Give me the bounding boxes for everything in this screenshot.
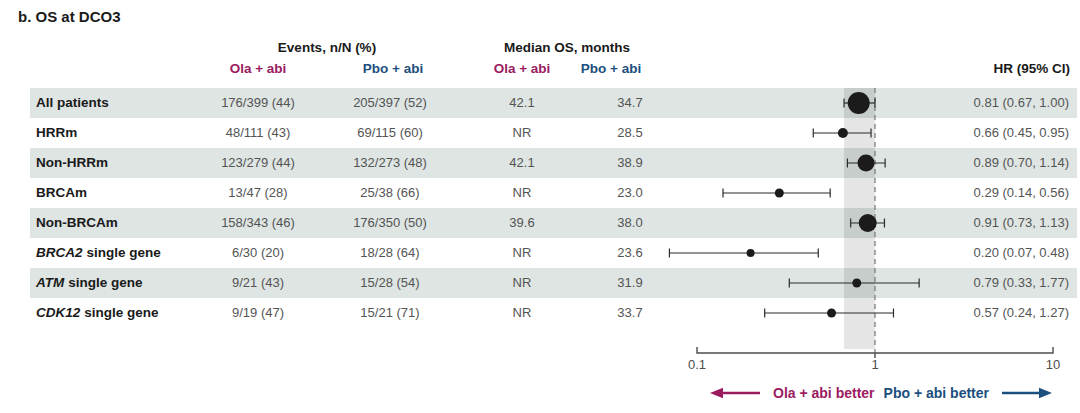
row-label: All patients [36, 88, 109, 118]
cell-median-pbo: 34.7 [550, 88, 710, 118]
table-row: BRCA2single gene 6/30 (20) 18/28 (64) NR… [30, 238, 1077, 268]
table-row: ATMsingle gene 9/21 (43) 15/28 (54) NR 3… [30, 268, 1077, 298]
row-label: Non-BRCAm [36, 208, 118, 238]
events-pbo-column-header: Pbo + abi [323, 61, 463, 76]
pbo-better-label: Pbo + abi better [884, 385, 989, 401]
subgroup-rows: All patients 176/399 (44) 205/397 (52) 4… [30, 88, 1077, 328]
figure-title: b. OS at DCO3 [18, 8, 121, 25]
events-group-header: Events, n/N (%) [217, 40, 437, 55]
cell-median-pbo: 31.9 [550, 268, 710, 298]
row-label-text: Non-BRCAm [36, 215, 118, 230]
row-label-text: single gene [84, 305, 158, 320]
row-label: Non-HRRm [36, 148, 108, 178]
cell-median-pbo: 28.5 [550, 118, 710, 148]
median-group-header: Median OS, months [457, 40, 677, 55]
row-gene-italic: BRCA2 [36, 245, 83, 260]
table-row: Non-HRRm 123/279 (44) 132/273 (48) 42.1 … [30, 148, 1077, 178]
hr-column-header: HR (95% CI) [850, 61, 1070, 76]
events-ola-column-header: Ola + abi [188, 61, 328, 76]
row-label: CDK12 single gene [36, 298, 159, 328]
cell-median-pbo: 23.6 [550, 238, 710, 268]
row-label: BRCAm [36, 178, 87, 208]
cell-hr-ci: 0.79 (0.33, 1.77) [889, 268, 1069, 298]
row-label: ATM single gene [36, 268, 143, 298]
right-arrow-icon [998, 386, 1052, 400]
table-row: All patients 176/399 (44) 205/397 (52) 4… [30, 88, 1077, 118]
cell-median-pbo: 33.7 [550, 298, 710, 328]
left-arrow-icon [710, 386, 764, 400]
cell-median-pbo: 23.0 [550, 178, 710, 208]
cell-hr-ci: 0.66 (0.45, 0.95) [889, 118, 1069, 148]
row-label: HRRm [36, 118, 77, 148]
row-label-text: single gene [68, 275, 142, 290]
x-tick-label: 10 [1046, 357, 1060, 372]
cell-hr-ci: 0.29 (0.14, 0.56) [889, 178, 1069, 208]
row-gene-italic: CDK12 [36, 305, 80, 320]
row-label-text: single gene [87, 245, 161, 260]
ola-better-label: Ola + abi better [773, 385, 875, 401]
table-row: HRRm 48/111 (43) 69/115 (60) NR 28.5 0.6… [30, 118, 1077, 148]
direction-legend: Ola + abi better Pbo + abi better [688, 383, 1074, 403]
cell-hr-ci: 0.81 (0.67, 1.00) [889, 88, 1069, 118]
x-axis [697, 347, 1053, 353]
row-gene-italic: ATM [36, 275, 64, 290]
cell-hr-ci: 0.57 (0.24, 1.27) [889, 298, 1069, 328]
table-row: BRCAm 13/47 (28) 25/38 (66) NR 23.0 0.29… [30, 178, 1077, 208]
row-label-text: All patients [36, 95, 109, 110]
cell-hr-ci: 0.91 (0.73, 1.13) [889, 208, 1069, 238]
forest-plot-figure: b. OS at DCO3 Events, n/N (%) Median OS,… [0, 0, 1080, 413]
row-label-text: Non-HRRm [36, 155, 108, 170]
table-row: Non-BRCAm 158/343 (46) 176/350 (50) 39.6… [30, 208, 1077, 238]
row-label: BRCA2 single gene [36, 238, 161, 268]
cell-median-pbo: 38.0 [550, 208, 710, 238]
x-tick-label: 1 [871, 357, 878, 372]
x-tick-label: 0.1 [688, 357, 706, 372]
cell-hr-ci: 0.20 (0.07, 0.48) [889, 238, 1069, 268]
row-label-text: BRCAm [36, 185, 87, 200]
cell-hr-ci: 0.89 (0.70, 1.14) [889, 148, 1069, 178]
row-label-text: HRRm [36, 125, 77, 140]
table-row: CDK12single gene 9/19 (47) 15/21 (71) NR… [30, 298, 1077, 328]
cell-median-pbo: 38.9 [550, 148, 710, 178]
median-pbo-column-header: Pbo + abi [541, 61, 681, 76]
